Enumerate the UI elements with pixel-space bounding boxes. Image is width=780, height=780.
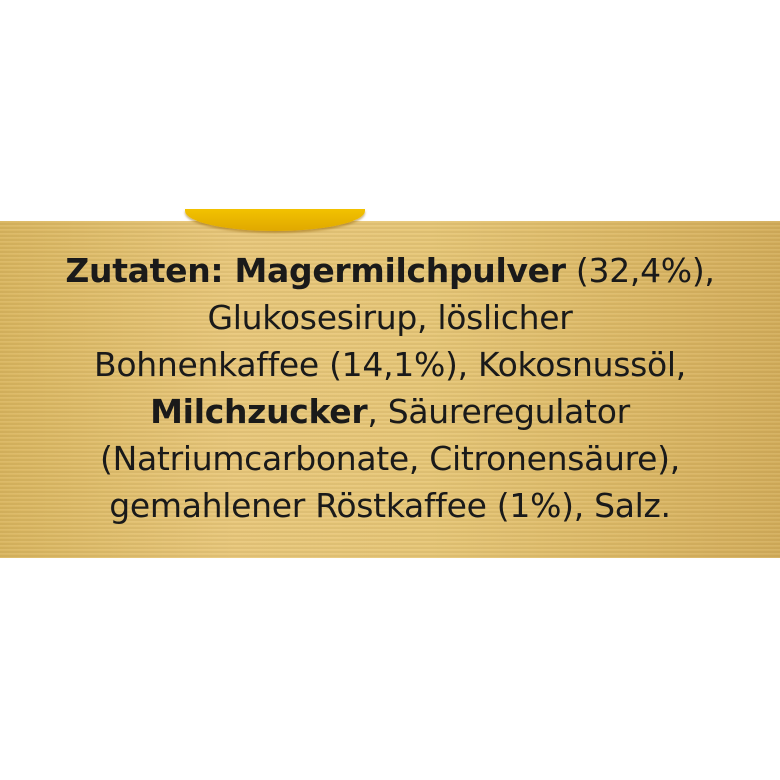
ingredients-line-6: gemahlener Röstkaffee (1%), Salz.	[0, 482, 780, 529]
ingredients-text-part: , Säureregulator	[367, 392, 630, 431]
ingredients-text-part: (32,4%),	[565, 251, 715, 290]
ingredients-text-part: gemahlener Röstkaffee (1%), Salz.	[109, 486, 671, 525]
ingredients-text-part: (Natriumcarbonate, Citronensäure),	[100, 439, 680, 478]
ingredients-text: Zutaten: Magermilchpulver (32,4%), Gluko…	[0, 247, 780, 529]
yellow-arc-decoration	[185, 209, 365, 231]
ingredients-line-2: Glukosesirup, löslicher	[0, 294, 780, 341]
ingredients-line-1: Zutaten: Magermilchpulver (32,4%),	[0, 247, 780, 294]
ingredients-line-4: Milchzucker, Säureregulator	[0, 388, 780, 435]
ingredients-text-part: Glukosesirup, löslicher	[207, 298, 573, 337]
ingredients-line-3: Bohnenkaffee (14,1%), Kokosnussöl,	[0, 341, 780, 388]
allergen-milchzucker: Milchzucker	[150, 392, 368, 431]
gold-label-band: Zutaten: Magermilchpulver (32,4%), Gluko…	[0, 209, 780, 558]
ingredients-text-part: Bohnenkaffee (14,1%), Kokosnussöl,	[94, 345, 686, 384]
ingredients-line-5: (Natriumcarbonate, Citronensäure),	[0, 435, 780, 482]
ingredients-heading: Zutaten: Magermilchpulver	[65, 251, 566, 290]
